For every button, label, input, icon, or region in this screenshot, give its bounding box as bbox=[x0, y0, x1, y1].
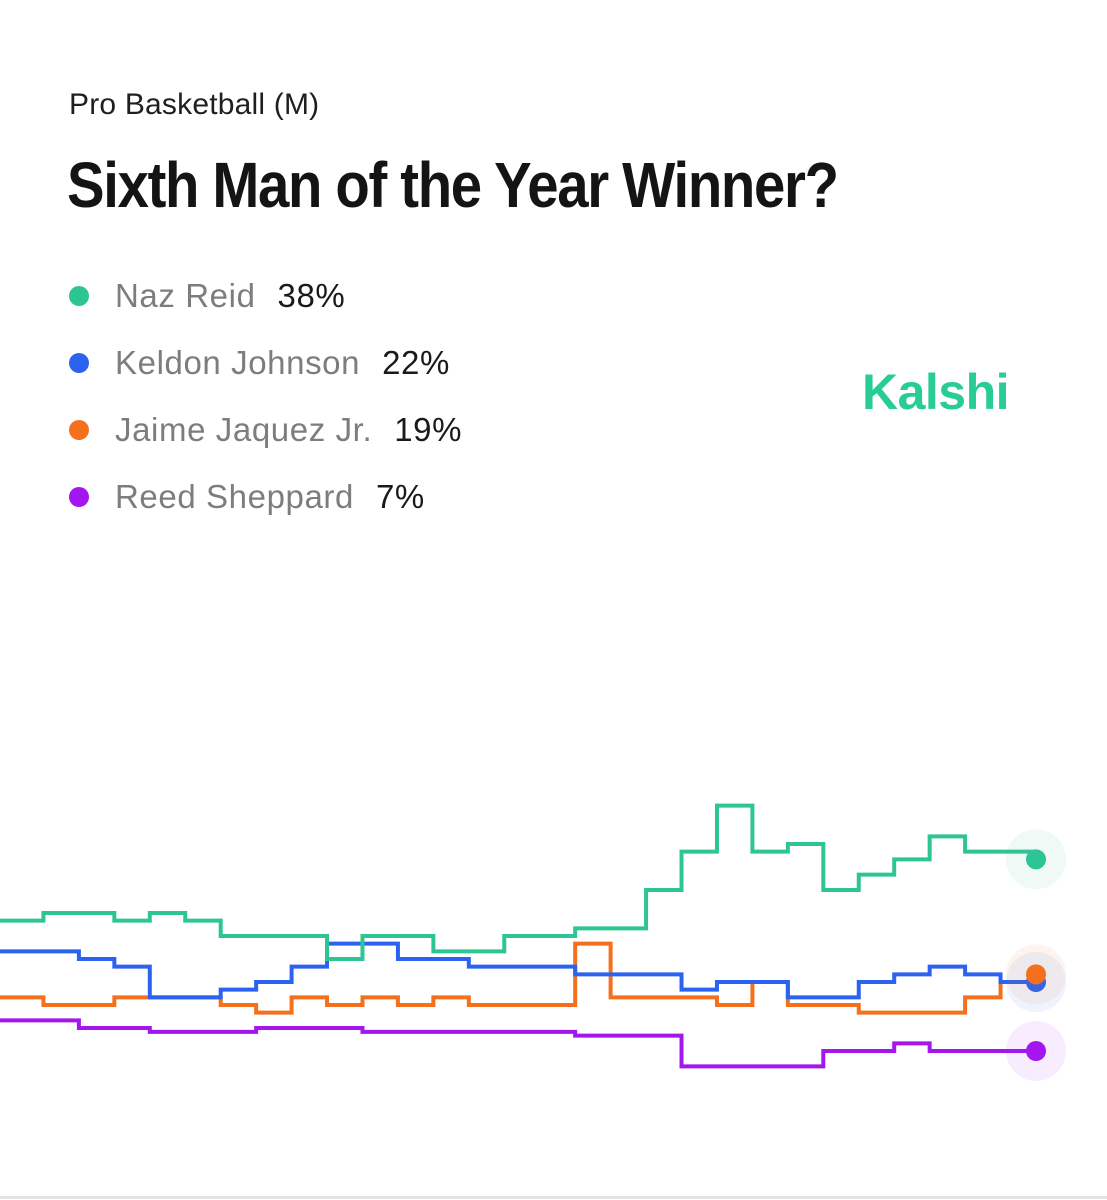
category-label: Pro Basketball (M) bbox=[69, 88, 320, 121]
legend-name: Naz Reid bbox=[115, 277, 256, 314]
end-point-reed-sheppard[interactable] bbox=[1026, 1041, 1046, 1061]
legend-value: 38% bbox=[277, 277, 346, 314]
end-point-naz-reid[interactable] bbox=[1026, 849, 1046, 870]
legend-value: 22% bbox=[382, 344, 450, 381]
legend-dot-icon bbox=[69, 487, 89, 507]
end-point-jaime-jaquez-jr[interactable] bbox=[1026, 964, 1046, 985]
legend-dot-icon bbox=[69, 286, 89, 306]
page-title: Sixth Man of the Year Winner? bbox=[67, 149, 839, 221]
divider bbox=[0, 1196, 1107, 1199]
legend-item-reed-sheppard: Reed Sheppard 7% bbox=[69, 474, 425, 520]
legend-name: Jaime Jaquez Jr. bbox=[115, 411, 373, 448]
legend-name: Keldon Johnson bbox=[115, 344, 361, 381]
step-line-chart bbox=[0, 803, 1066, 1081]
legend-item-keldon-johnson: Keldon Johnson 22% bbox=[69, 340, 450, 386]
series-line-reed-sheppard bbox=[0, 1018, 1036, 1069]
series-line-naz-reid bbox=[0, 803, 1038, 961]
legend-name: Reed Sheppard bbox=[115, 478, 354, 515]
legend-dot-icon bbox=[69, 353, 89, 373]
kalshi-logo: Kalshi bbox=[862, 364, 1010, 420]
legend-value: 7% bbox=[375, 478, 425, 515]
series-line-keldon-johnson bbox=[0, 941, 1036, 1000]
legend-value: 19% bbox=[394, 411, 463, 448]
legend-item-naz-reid: Naz Reid 38% bbox=[69, 273, 345, 319]
legend-item-jaime-jaquez-jr: Jaime Jaquez Jr. 19% bbox=[69, 407, 462, 453]
legend-dot-icon bbox=[69, 420, 89, 440]
series-line-jaime-jaquez-jr bbox=[0, 941, 1038, 1015]
